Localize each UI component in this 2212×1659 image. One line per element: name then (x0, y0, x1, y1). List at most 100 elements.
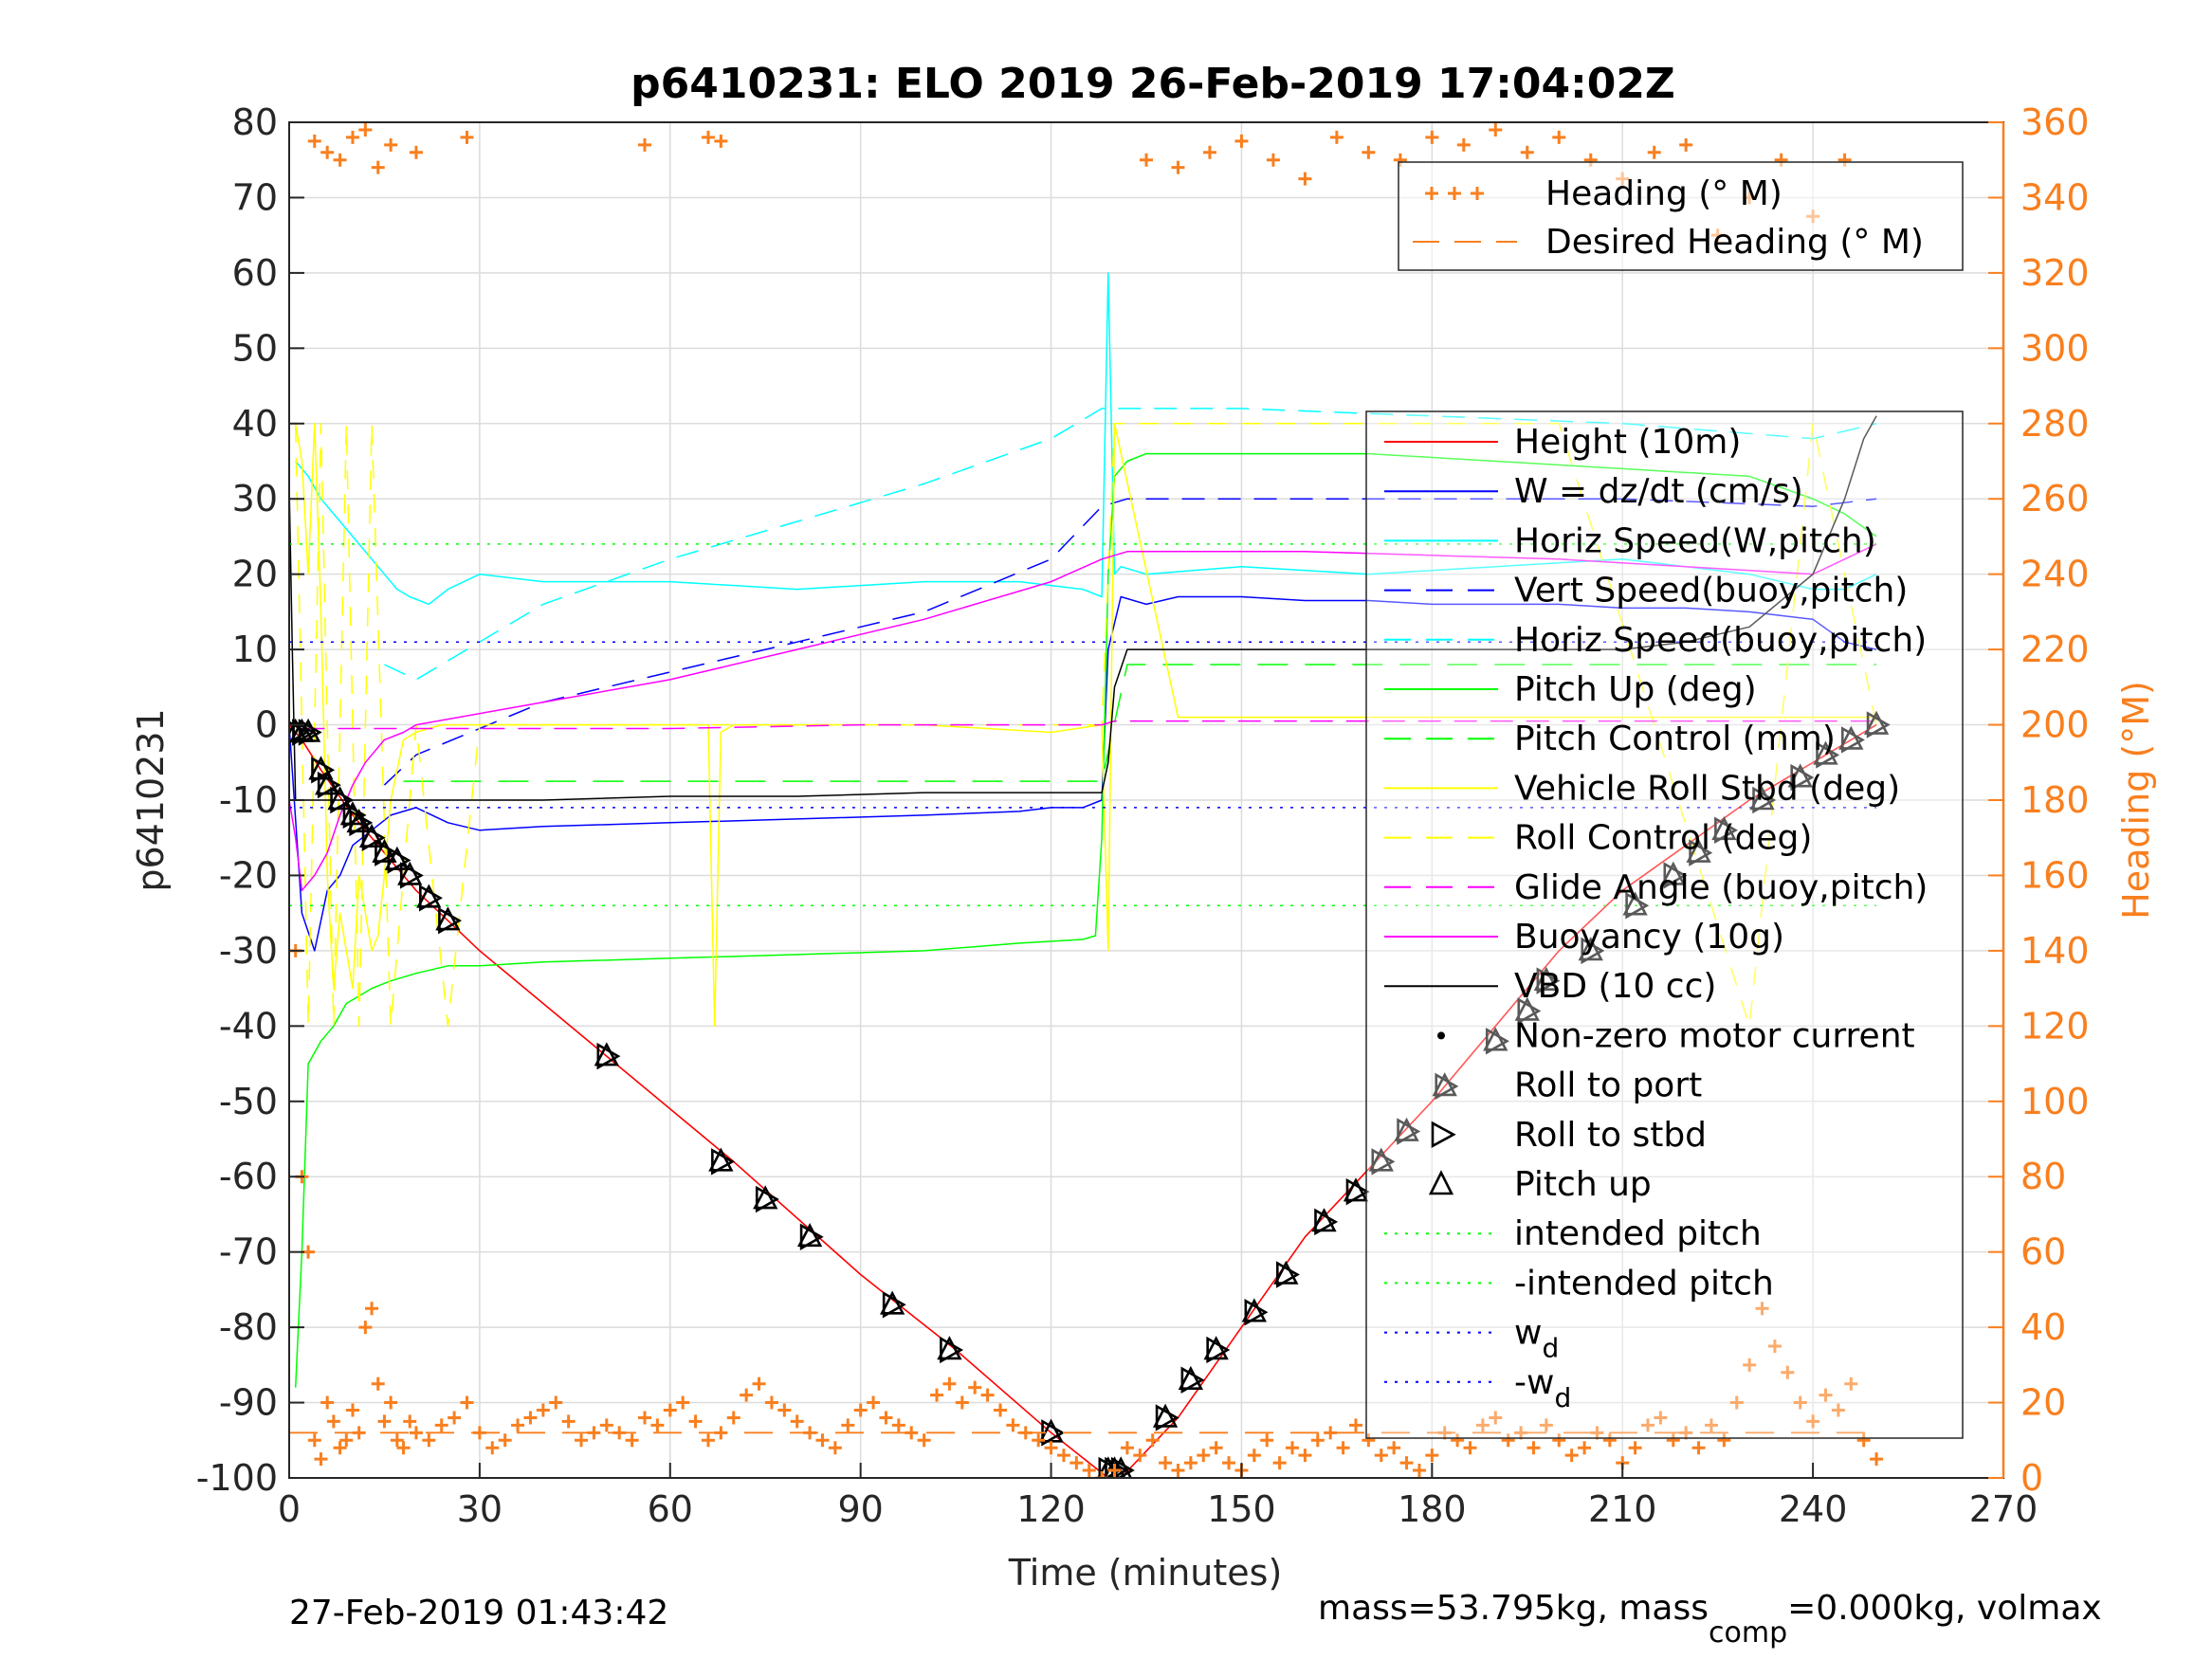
heading-point (320, 1395, 335, 1410)
heading-point (1324, 1426, 1338, 1440)
roll-pitch-marker (1838, 725, 1865, 754)
heading-point (1451, 1433, 1465, 1448)
pitch-up-marker (1394, 1117, 1419, 1141)
legend-label-text: VBD (10 cc) (1514, 967, 1716, 1006)
pitch-up-marker (1813, 740, 1838, 765)
legend-label-text: Roll to port (1514, 1066, 1702, 1105)
heading-point (371, 160, 385, 174)
right-y-tick-label: 40 (2020, 1306, 2066, 1348)
heading-point (942, 1376, 957, 1391)
roll-pitch-marker (315, 771, 341, 799)
heading-point (396, 1441, 411, 1455)
heading-point (637, 1411, 651, 1425)
roll-to-stbd-marker (1435, 1072, 1459, 1101)
pitch-up-marker (796, 1222, 823, 1248)
legend-label-text: Horiz Speed(W,pitch) (1514, 521, 1876, 560)
heading-point (1463, 1441, 1477, 1455)
heading-point (326, 1414, 340, 1429)
legend-label: Pitch up (1514, 1165, 1652, 1204)
heading-point (637, 137, 651, 152)
pitch-up-marker (1787, 763, 1813, 788)
roll-to-stbd-marker (330, 786, 355, 814)
heading-point (1819, 1388, 1833, 1402)
roll-to-stbd-marker (1371, 1148, 1396, 1176)
series-line (383, 498, 1877, 786)
heading-point (371, 1376, 385, 1391)
left-y-tick-label: 70 (232, 176, 278, 218)
heading-point (358, 122, 373, 137)
left-y-axis: 80 70 60 50 40 30 20 10 0 -10 -20 -30 -40 -50 -60 -70 -8… (196, 101, 304, 1499)
pitch-up-marker (315, 771, 340, 795)
heading-point (1793, 1395, 1807, 1410)
roll-to-stbd-marker (1517, 997, 1542, 1025)
left-y-tick-label: -20 (219, 854, 278, 896)
heading-point (498, 1433, 512, 1448)
heading-point (485, 1441, 500, 1455)
roll-pitch-marker (397, 861, 424, 889)
roll-pitch-marker (1311, 1208, 1339, 1236)
pitch-up-marker (1311, 1208, 1337, 1232)
right-y-tick-label: 200 (2020, 704, 2090, 746)
heading-point (841, 1418, 855, 1432)
heading-point (1425, 1449, 1439, 1463)
heading-point (1107, 1464, 1122, 1478)
heading-point (358, 1321, 373, 1335)
heading-point (815, 1433, 830, 1448)
heading-point (333, 1441, 347, 1455)
pitch-up-marker (1686, 838, 1711, 863)
legend-main-box (1365, 410, 1964, 1439)
pitch-up-marker (358, 823, 385, 848)
left-y-tick-label: -50 (219, 1081, 278, 1122)
left-y-tick-label: 30 (232, 478, 278, 520)
heading-point (1831, 1403, 1845, 1417)
heading-point (803, 1426, 817, 1440)
left-y-tick-label: -70 (219, 1231, 278, 1273)
roll-to-stbd-marker (1625, 891, 1650, 920)
pitch-up-marker (308, 756, 334, 780)
heading-point (1489, 122, 1503, 137)
pitch-up-marker (1838, 725, 1864, 750)
right-y-axis-label: Heading (°M) (2115, 681, 2157, 920)
heading-point (1602, 1433, 1617, 1448)
heading-point (575, 1433, 589, 1448)
pitch-up-marker (327, 786, 353, 811)
pitch-up-marker (435, 906, 461, 931)
heading-point (1539, 1418, 1553, 1432)
roll-to-stbd-marker (1663, 862, 1688, 889)
roll-to-stbd-marker (1098, 1456, 1123, 1478)
legend-label: Buoyancy (10g) (1514, 918, 1784, 957)
heading-point (867, 1395, 881, 1410)
pitch-up-marker (384, 846, 410, 870)
heading-point (726, 1411, 740, 1425)
heading-point (764, 1395, 778, 1410)
heading-point (1247, 1449, 1261, 1463)
legend-label: Non-zero motor current (1514, 1016, 1915, 1055)
heading-point (676, 1395, 690, 1410)
right-y-axis: 3603403203002802602402202001801601401201… (1988, 101, 2090, 1499)
legend-triangle-up-icon (1428, 1170, 1454, 1195)
heading-point (1095, 1471, 1109, 1478)
left-y-tick-label: 10 (232, 629, 278, 670)
legend-label-text: Horiz Speed(buoy,pitch) (1514, 621, 1927, 660)
pitch-up-marker (1178, 1365, 1204, 1391)
heading-point (511, 1418, 525, 1432)
left-y-tick-label: -30 (219, 930, 278, 972)
heading-point (853, 1403, 868, 1417)
roll-pitch-marker (1514, 996, 1542, 1025)
roll-pitch-marker (1533, 966, 1561, 994)
right-y-tick-label: 120 (2020, 1005, 2090, 1047)
pitch-up-marker (879, 1290, 905, 1315)
roll-pitch-marker (1863, 710, 1891, 738)
legend-label-text: W = dz/dt (cm/s) (1514, 472, 1803, 511)
heading-point (879, 1411, 893, 1425)
footer-mass-prefix: mass=53.795kg, mass (1318, 1589, 1709, 1628)
heading-point (352, 1426, 366, 1440)
legend-heading-label: Heading (° M) (1545, 174, 1782, 213)
roll-to-stbd-marker (1752, 786, 1777, 814)
heading-point (561, 1414, 576, 1429)
pitch-up-marker (346, 809, 372, 833)
heading-point (1552, 1433, 1566, 1448)
heading-point (448, 1411, 462, 1425)
heading-point (1209, 1441, 1223, 1455)
roll-pitch-marker (1368, 1147, 1396, 1176)
